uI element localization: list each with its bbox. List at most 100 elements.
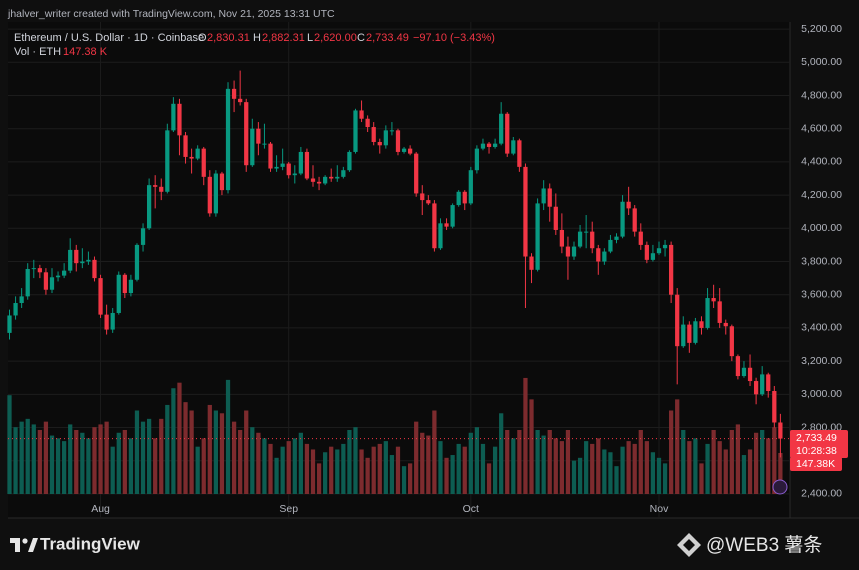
volume-bar — [681, 429, 686, 494]
candle-body — [450, 205, 455, 227]
volume-bar — [116, 432, 121, 494]
candle-body — [456, 191, 461, 206]
x-tick-label: Oct — [463, 503, 479, 515]
volume-bar — [644, 441, 649, 494]
volume-bar — [80, 432, 85, 494]
candle-body — [365, 118, 370, 128]
h-value: 2,882.31 — [262, 32, 305, 44]
volume-bar — [693, 438, 698, 494]
candle-body — [638, 231, 643, 245]
volume-bar — [329, 446, 334, 494]
watermark: @WEB3 薯条 — [677, 533, 822, 557]
candle-body — [146, 185, 152, 229]
candle-body — [590, 231, 595, 249]
volume-bar — [553, 438, 558, 494]
volume-bar — [438, 441, 443, 494]
volume-bar — [499, 413, 504, 494]
candle-body — [371, 127, 376, 142]
volume-bar — [383, 441, 388, 494]
volume-bar — [486, 463, 492, 494]
candle-body — [231, 88, 237, 99]
candle-body — [383, 130, 388, 146]
candle-body — [699, 321, 704, 328]
candle-body — [608, 239, 613, 252]
candle-body — [474, 148, 480, 171]
candle-body — [462, 191, 467, 204]
price-tags: 2,733.49 10:28:38 147.38K — [790, 430, 848, 471]
volume-bar — [371, 446, 376, 494]
candle-body — [43, 272, 49, 290]
candle-body — [225, 88, 231, 191]
volume-bar — [675, 399, 680, 494]
y-tick-label: 3,800.00 — [801, 255, 842, 267]
candle-body — [614, 236, 619, 240]
watermark-text: @WEB3 薯条 — [706, 534, 822, 556]
candle-body — [153, 185, 158, 187]
volume-bar — [492, 446, 498, 494]
candle-body — [650, 253, 656, 260]
volume-bar — [535, 429, 540, 494]
candle-body — [177, 103, 182, 136]
candle-body — [711, 298, 716, 302]
volume-bar — [55, 438, 61, 494]
candle-body — [37, 268, 42, 273]
c-key: C — [357, 32, 365, 44]
volume-bar — [407, 463, 413, 494]
volume-bar — [772, 427, 777, 494]
candle-body — [86, 259, 91, 262]
l-key: L — [307, 32, 313, 44]
volume-bar — [347, 429, 352, 494]
volume-bar — [614, 466, 619, 494]
volume-bar — [687, 441, 692, 494]
candle-body — [547, 188, 552, 207]
volume-bar — [201, 438, 206, 494]
volume-bar — [207, 404, 212, 494]
volume-bar — [68, 424, 73, 494]
candle-body — [286, 163, 291, 176]
candle-body — [559, 229, 564, 247]
candle-body — [13, 303, 18, 316]
watermark-icon — [677, 533, 701, 557]
volume-bar — [280, 446, 285, 494]
y-tick-label: 4,000.00 — [801, 222, 842, 234]
candle-body — [523, 166, 528, 257]
volume-bar — [262, 438, 267, 494]
volume-bar — [122, 429, 127, 494]
brand-logo: TradingView — [10, 534, 141, 553]
candle-body — [359, 110, 364, 119]
volume-bar — [760, 429, 765, 494]
candle-body — [644, 244, 649, 260]
logo-shape — [10, 538, 20, 552]
volume-bar — [19, 421, 24, 494]
candle-body — [753, 381, 759, 395]
candle-body — [7, 315, 12, 333]
volume-bar — [183, 402, 188, 494]
candle-body — [335, 176, 340, 179]
volume-bar — [626, 441, 631, 494]
y-tick-label: 3,200.00 — [801, 355, 842, 367]
candle-body — [98, 278, 103, 315]
candle-body — [280, 163, 285, 167]
candle-body — [705, 298, 710, 328]
change: −97.10 (−3.43%) — [413, 32, 495, 44]
volume-bar — [778, 452, 783, 494]
volume-bar — [286, 441, 291, 494]
candle-body — [438, 223, 443, 249]
volume-bar — [171, 388, 176, 494]
candle-body — [735, 356, 741, 377]
volume-bar — [596, 438, 601, 494]
candle-body — [122, 274, 127, 294]
candle-body — [244, 102, 249, 166]
y-tick-label: 4,200.00 — [801, 189, 842, 201]
volume-bar — [98, 424, 103, 494]
volume-bar — [723, 449, 728, 494]
candle-body — [104, 314, 109, 330]
volume-bar — [450, 455, 455, 494]
y-tick-label: 3,600.00 — [801, 288, 842, 300]
candle-body — [620, 201, 625, 237]
candle-body — [201, 148, 206, 177]
volume-bar — [480, 443, 486, 494]
volume-bar — [414, 421, 419, 494]
candle-body — [656, 248, 662, 254]
candle-body — [189, 156, 194, 159]
